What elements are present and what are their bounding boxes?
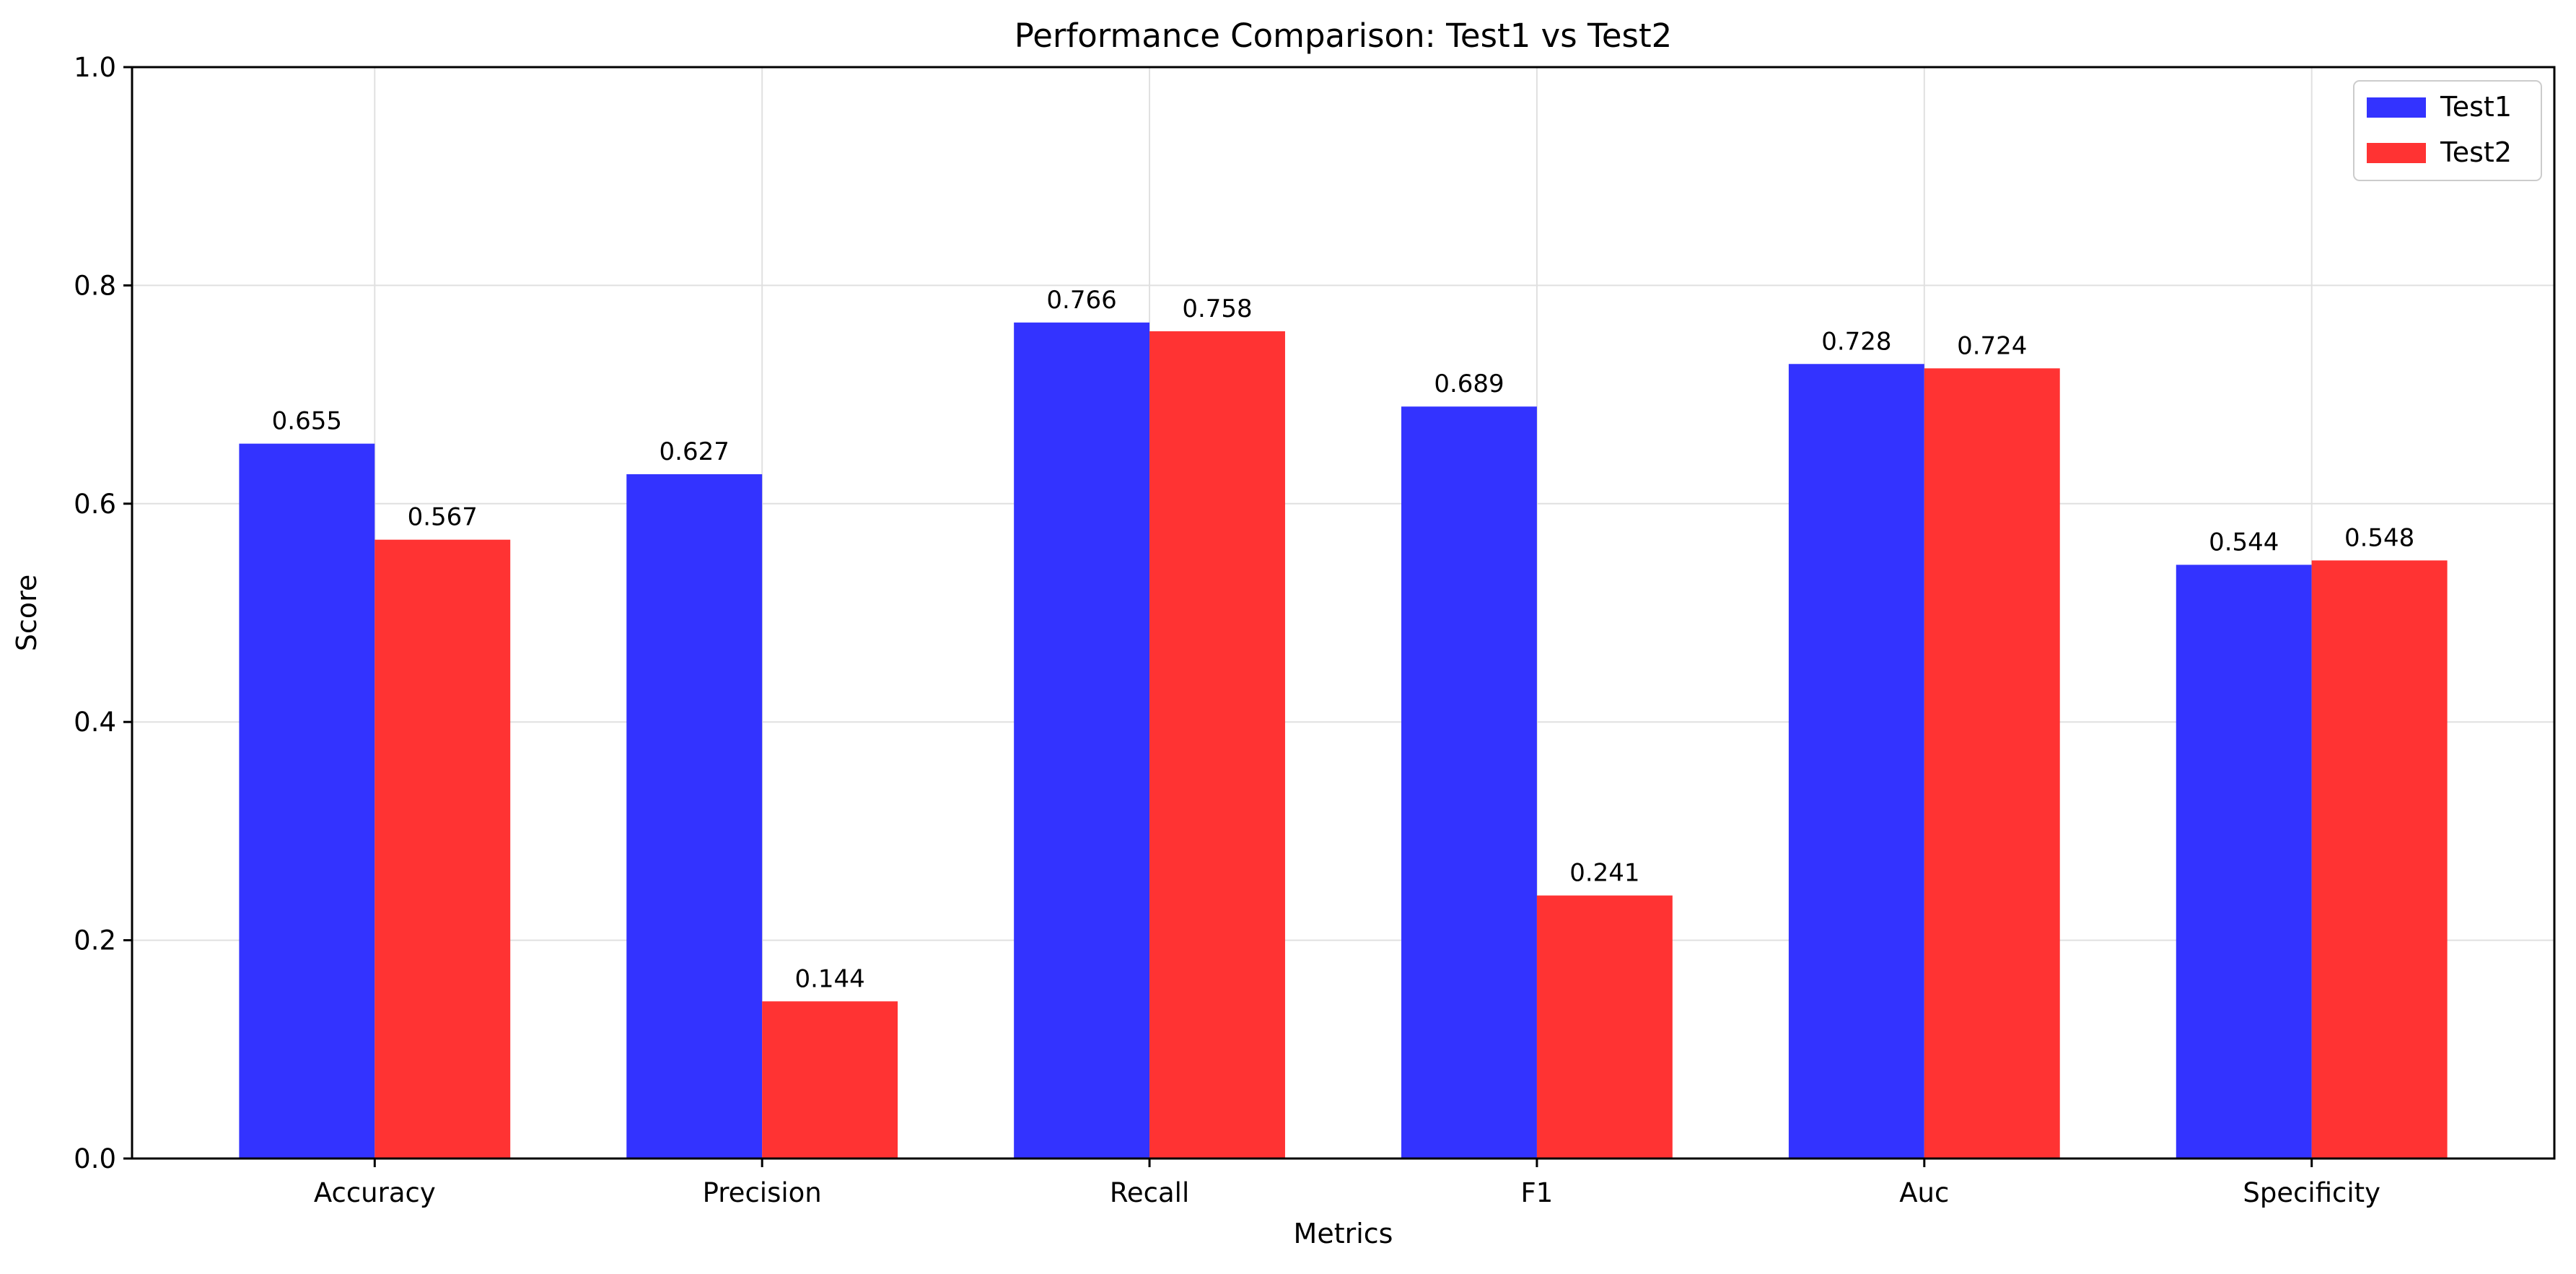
axis-ticks: 0.0 0.2 0.4 0.6 0.8 1.0 Accuracy Precision Recal… [74,52,2380,1208]
bar-test1 [1014,322,1150,1159]
legend-swatch-test2 [2367,143,2426,163]
bar-test2 [2311,560,2448,1159]
legend-label: Test2 [2440,136,2512,168]
legend-label: Test1 [2440,91,2512,123]
plot-frame [131,66,2556,1160]
legend-swatch-test1 [2367,97,2426,118]
bar-test2 [1924,368,2060,1159]
value-label: 0.567 [408,503,478,532]
value-label: 0.766 [1046,286,1116,315]
value-labels: 0.655 0.627 0.766 0.689 0.728 0.544 0.567 0.144… [272,286,2415,993]
x-tick-label: Precision [703,1177,822,1208]
value-label: 0.689 [1434,370,1504,398]
x-tick-label: F1 [1521,1177,1554,1208]
bar-test1 [239,443,375,1159]
y-tick-label: 1.0 [74,52,116,83]
bar-test1 [2176,564,2312,1159]
y-tick-label: 0.2 [74,925,116,956]
value-label: 0.144 [794,964,864,993]
chart-title: Performance Comparison: Test1 vs Test2 [1015,17,1673,55]
value-label: 0.548 [2344,523,2414,552]
y-tick-label: 0.0 [74,1143,116,1174]
x-tick-label: Specificity [2243,1177,2380,1208]
x-tick-label: Accuracy [314,1177,436,1208]
y-axis-label: Score [11,575,43,651]
value-label: 0.544 [2209,528,2279,557]
bar-test1 [626,474,763,1159]
y-tick-label: 0.6 [74,489,116,520]
value-label: 0.241 [1569,859,1639,888]
value-label: 0.655 [272,407,342,436]
x-tick-label: Auc [1899,1177,1949,1208]
bar-test2 [374,539,511,1159]
bar-test2 [1149,331,1285,1159]
bar-test1 [1401,406,1537,1159]
bar-test1 [1788,364,1924,1159]
y-tick-label: 0.4 [74,707,116,738]
value-label: 0.758 [1182,294,1252,323]
y-tick-label: 0.8 [74,270,116,301]
value-label: 0.728 [1821,327,1891,356]
bar-test2 [1536,895,1673,1159]
value-label: 0.724 [1957,331,2027,360]
bars [239,322,2448,1159]
x-tick-label: Recall [1110,1177,1189,1208]
bar-test2 [762,1001,898,1159]
x-axis-label: Metrics [1294,1218,1393,1249]
value-label: 0.627 [660,437,730,466]
legend: Test1 Test2 [2353,80,2542,181]
